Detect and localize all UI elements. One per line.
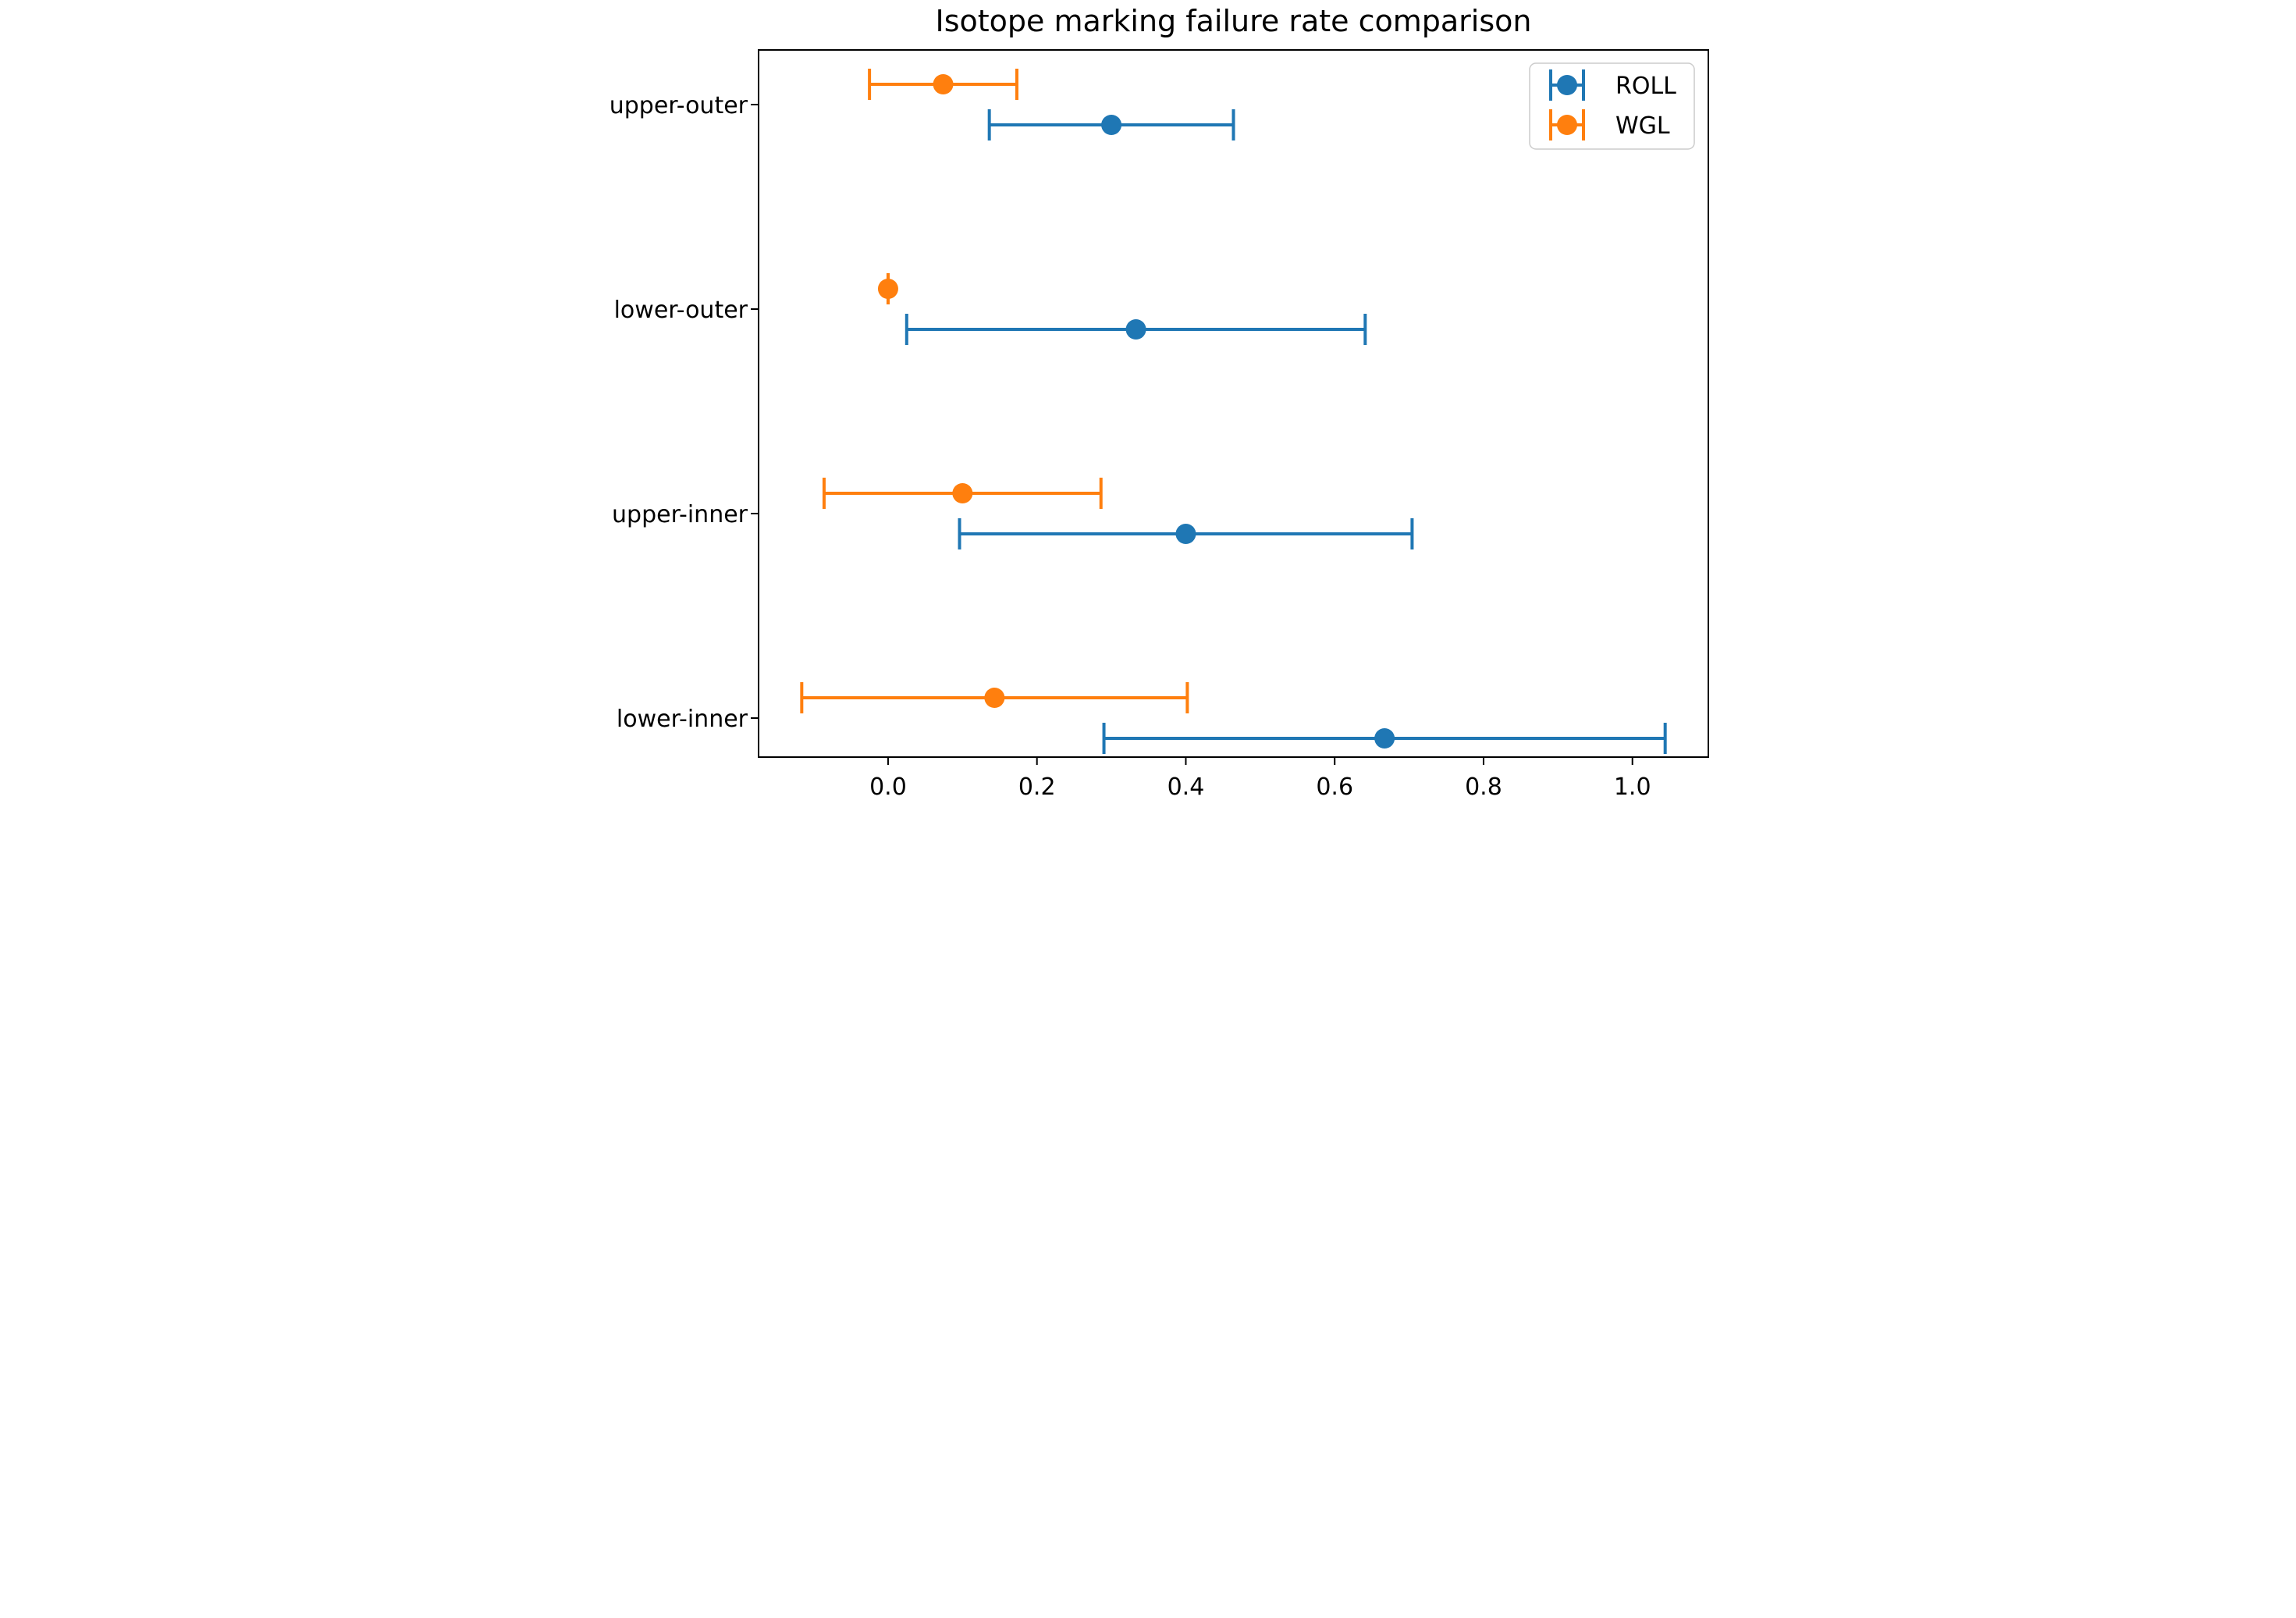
errorbar-wgl-lower-inner (799, 682, 1189, 713)
errorbar-roll-upper-outer (987, 109, 1235, 140)
y-tick-label-lower-outer: lower-outer (613, 297, 748, 324)
legend-label-wgl: WGL (1615, 112, 1670, 140)
chart-title: Isotope marking failure rate comparison (935, 4, 1531, 38)
data-point-marker (1175, 524, 1196, 544)
data-point-marker (1374, 728, 1395, 749)
x-tick-label: 0.8 (1465, 773, 1502, 801)
data-point-marker (1100, 115, 1121, 135)
errorbar-chart-figure: Isotope marking failure rate comparison 0… (574, 0, 1722, 809)
errorbar-wgl-upper-outer (867, 69, 1018, 100)
x-tick-label: 0.0 (869, 773, 907, 801)
data-point-marker (951, 483, 972, 503)
errorbar-roll-lower-outer (905, 314, 1367, 345)
legend-label-roll: ROLL (1615, 73, 1676, 100)
legend-sample-marker (1556, 75, 1577, 95)
data-point-marker (877, 279, 898, 299)
x-tick-label: 0.6 (1316, 773, 1353, 801)
data-point-marker (983, 688, 1004, 708)
errorbar-wgl-lower-outer (877, 273, 898, 304)
data-point-marker (933, 74, 954, 94)
legend-entry-roll: ROLL (1548, 69, 1676, 101)
x-tick-label: 1.0 (1613, 773, 1651, 801)
x-tick-label: 0.2 (1018, 773, 1055, 801)
y-tick-label-lower-inner: lower-inner (616, 706, 748, 733)
errorbar-wgl-upper-inner (822, 478, 1103, 509)
data-point-marker (1125, 319, 1146, 340)
errorbar-roll-upper-inner (958, 518, 1413, 549)
y-tick-label-upper-outer: upper-outer (609, 92, 748, 119)
legend-entry-wgl: WGL (1548, 109, 1670, 140)
legend-sample-marker (1556, 115, 1577, 135)
x-tick-label: 0.4 (1167, 773, 1204, 801)
plot-area-frame (757, 49, 1709, 758)
errorbar-chart-canvas: Isotope marking failure rate comparison 0… (574, 0, 1722, 809)
errorbar-roll-lower-inner (1102, 723, 1667, 754)
y-tick-label-upper-inner: upper-inner (612, 501, 748, 528)
